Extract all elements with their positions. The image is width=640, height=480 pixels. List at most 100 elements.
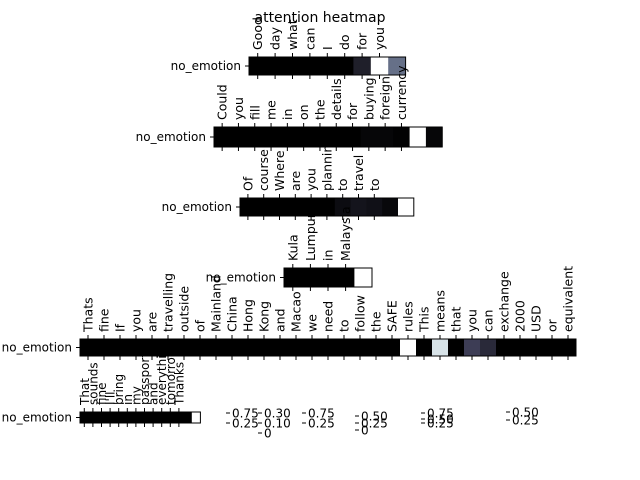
colorbar-tick-label: 0	[264, 427, 272, 441]
heatmap-row: no_emotion Kula Lumpur in Malaysia	[206, 206, 373, 291]
token-label: USD	[529, 305, 544, 332]
heatmap-cell	[183, 412, 193, 423]
token-label: foreign	[378, 76, 393, 120]
heatmap-cell	[409, 127, 427, 147]
token-label: you	[465, 309, 480, 332]
heatmap-cell	[496, 339, 513, 356]
heatmap-cell	[512, 339, 529, 356]
chart-title: attention heatmap	[255, 10, 386, 26]
colorbar: 0.500.25	[506, 406, 539, 428]
token-label: Lumpur	[303, 212, 318, 261]
token-label: Malaysia	[338, 206, 353, 261]
heatmap-cell	[288, 339, 305, 356]
token-label: fill	[247, 105, 262, 120]
heatmap-cell	[192, 339, 209, 356]
row-label: no_emotion	[2, 411, 72, 425]
colorbar-tick-label: 0.25	[361, 417, 388, 431]
token-label: to	[367, 178, 382, 191]
heatmap-cell	[432, 339, 449, 356]
colorbar-tick-label: 0.50	[361, 410, 388, 424]
colorbar-tick-label: 0.25	[232, 417, 259, 431]
token-label: China	[225, 296, 240, 332]
heatmap-cell	[377, 127, 394, 147]
token-label: Good	[250, 17, 265, 50]
token-label: travel	[351, 155, 366, 191]
heatmap-cell	[360, 127, 378, 147]
heatmap-cell	[96, 339, 113, 356]
heatmap-cell	[283, 57, 302, 75]
heatmap-cell	[303, 198, 320, 216]
heatmap-cell	[97, 412, 107, 423]
token-label: do	[337, 34, 352, 50]
token-label: you	[231, 97, 246, 120]
heatmap-cell	[320, 339, 337, 356]
colorbar-tick-label: 0.50	[427, 413, 454, 427]
heatmap-cell	[368, 339, 385, 356]
token-label: I'll	[104, 391, 118, 405]
heatmap-cell	[256, 339, 273, 356]
token-label: That	[78, 378, 92, 406]
colorbar-tick-label: 0.75	[308, 407, 335, 421]
token-label: for	[355, 32, 370, 50]
heatmap-cell	[144, 339, 161, 356]
token-label: This	[417, 306, 432, 333]
token-label: or	[545, 318, 560, 332]
token-label: my	[129, 386, 143, 405]
heatmap-cell	[425, 127, 443, 147]
colorbar-tick-label: 0.50	[512, 406, 539, 420]
heatmap-cell	[480, 339, 497, 356]
heatmap-cell	[528, 339, 545, 356]
token-label: tomorrow	[164, 347, 178, 405]
token-label: you	[129, 309, 144, 332]
heatmap-cell	[148, 412, 158, 423]
heatmap-cell	[464, 339, 481, 356]
heatmap-cell	[334, 198, 351, 216]
colorbar: 0.750.25	[302, 407, 335, 431]
token-label: If	[113, 323, 128, 332]
token-label: course	[256, 149, 271, 191]
heatmap-cell	[191, 412, 201, 423]
heatmap-cell	[352, 339, 369, 356]
token-label: sounds	[86, 362, 100, 405]
colorbar-tick-label: 0.75	[232, 407, 259, 421]
token-label: in	[280, 109, 295, 120]
token-label: buying	[361, 77, 376, 120]
colorbar-tick-label: 0.25	[308, 417, 335, 431]
token-label: Kong	[257, 301, 272, 332]
token-label: in	[121, 394, 135, 405]
heatmap-cell	[279, 127, 296, 147]
heatmap-cell	[382, 198, 399, 216]
heatmap-cell	[214, 127, 231, 147]
token-label: the	[369, 311, 384, 332]
heatmap-cell	[319, 198, 336, 216]
heatmap-cell	[301, 57, 319, 75]
token-label: passport	[138, 353, 152, 405]
token-label: the	[312, 99, 327, 120]
token-label: SAFE	[385, 300, 400, 332]
token-label: I	[320, 46, 335, 50]
heatmap-cell	[328, 127, 345, 147]
heatmap-cell	[140, 412, 150, 423]
token-label: Thanks	[172, 362, 186, 406]
token-label: are	[288, 170, 303, 191]
token-label: Thats	[81, 297, 96, 333]
heatmap-cell	[123, 412, 132, 423]
token-label: outside	[177, 286, 192, 332]
heatmap-cell	[240, 339, 257, 356]
token-label: fine	[95, 382, 109, 405]
colorbar: 0.300.100	[258, 407, 291, 441]
heatmap-cell	[384, 339, 401, 356]
heatmap-cell	[350, 198, 367, 216]
heatmap-cell	[366, 198, 383, 216]
row-label: no_emotion	[206, 271, 276, 285]
colorbar-tick-label: 0.30	[264, 407, 291, 421]
heatmap-cell	[301, 268, 320, 287]
colorbar-tick-label: 0.25	[512, 414, 539, 428]
heatmap-cell	[416, 339, 433, 356]
token-label: are	[145, 311, 160, 332]
heatmap-cell	[336, 339, 353, 356]
heatmap-cell	[388, 57, 406, 75]
